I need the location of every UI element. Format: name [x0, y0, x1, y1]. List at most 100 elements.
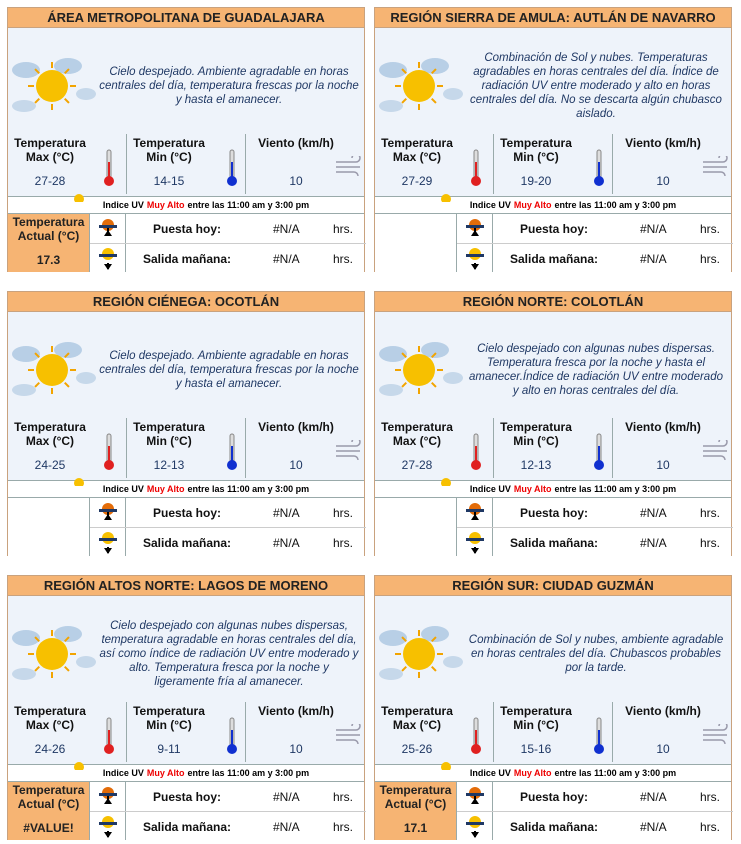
uv-time: entre las 11:00 am y 3:00 pm	[187, 484, 310, 494]
decoration	[95, 216, 121, 247]
wind-icon	[334, 437, 364, 465]
decoration	[379, 346, 407, 362]
decoration	[107, 831, 109, 837]
decoration: Temperatura Min (°C) 14-15	[126, 134, 245, 194]
actual-label: Temperatura Actual (°C)	[379, 783, 452, 811]
decoration	[395, 62, 443, 110]
decoration	[12, 100, 36, 112]
actual: #VALUE!	[23, 821, 74, 835]
decoration	[36, 70, 68, 102]
temps-row: Temperatura Max (°C) 27-29 Temperatura Mi…	[375, 134, 731, 194]
max-label: Temperatura Max (°C)	[381, 420, 453, 448]
max: 27-28	[401, 458, 433, 472]
decoration	[594, 460, 604, 470]
decoration	[431, 352, 437, 358]
decoration	[107, 228, 109, 234]
decoration	[36, 354, 68, 386]
sunset: #N/A	[640, 506, 667, 520]
sunrise-unit: hrs.	[333, 536, 354, 550]
decoration	[441, 194, 451, 204]
decoration	[99, 225, 117, 228]
decoration	[74, 762, 84, 772]
wind-label: Viento (km/h)	[625, 136, 701, 150]
wind: 10	[289, 174, 303, 188]
uv-prefix: Indice UV	[469, 768, 511, 778]
thermometer	[469, 432, 483, 477]
min-label: Temperatura Min (°C)	[500, 420, 572, 448]
decoration: Temperatura Min (°C) 12-13	[126, 418, 245, 478]
sunrise-label: Salida mañana:	[510, 252, 599, 266]
sunset-unit: hrs.	[333, 790, 354, 804]
decoration	[421, 342, 449, 358]
max-label: Temperatura Max (°C)	[14, 704, 86, 732]
decoration	[28, 62, 76, 110]
decoration	[443, 372, 463, 384]
min-label: Temperatura Min (°C)	[133, 420, 205, 448]
weather-card: REGIÓN SIERRA DE AMULA: AUTLÁN DE NAVARR…	[374, 7, 733, 272]
decoration	[227, 176, 237, 186]
uv-prefix: Indice UV	[102, 768, 144, 778]
decoration	[90, 527, 366, 528]
min-label: Temperatura Min (°C)	[133, 136, 205, 164]
actual-empty	[375, 498, 457, 556]
decoration	[34, 666, 40, 672]
decoration	[471, 717, 481, 754]
uv-row: Indice UV Muy Alto entre las 11:00 am y 3:…	[8, 478, 364, 498]
max-label: Temperatura Max (°C)	[381, 136, 453, 164]
decoration	[12, 346, 40, 362]
decoration	[466, 822, 484, 825]
actual: 17.3	[36, 253, 61, 267]
decoration: Viento (km/h) 10	[612, 134, 733, 194]
decoration	[466, 248, 484, 270]
decoration	[227, 717, 237, 754]
decoration: Viento (km/h) 10	[245, 418, 366, 478]
decoration	[336, 721, 361, 749]
decoration	[76, 656, 96, 668]
wind: 10	[656, 742, 670, 756]
uv-level: Muy Alto	[146, 768, 185, 778]
decoration	[34, 68, 40, 74]
thermometer	[225, 148, 239, 193]
decoration	[466, 509, 484, 512]
card-title: REGIÓN SIERRA DE AMULA: AUTLÁN DE NAVARR…	[375, 8, 731, 28]
decoration	[457, 811, 733, 812]
decoration	[104, 176, 114, 186]
decoration	[99, 219, 117, 236]
wind: 10	[289, 458, 303, 472]
uv-time: entre las 11:00 am y 3:00 pm	[554, 200, 677, 210]
decoration	[28, 630, 76, 678]
decoration	[703, 437, 728, 465]
min: 19-20	[520, 174, 552, 188]
decoration	[598, 162, 600, 178]
wind: 10	[289, 742, 303, 756]
decoration	[231, 162, 233, 178]
min-label: Temperatura Min (°C)	[500, 136, 572, 164]
decoration	[462, 245, 488, 276]
min: 12-13	[153, 458, 185, 472]
sunrise: #N/A	[273, 252, 300, 266]
decoration	[12, 668, 36, 680]
sunrise: #N/A	[273, 820, 300, 834]
decoration	[104, 149, 114, 186]
decoration	[466, 816, 484, 838]
sunset: #N/A	[273, 790, 300, 804]
decoration	[99, 248, 117, 270]
decoration	[34, 98, 40, 104]
uv-prefix: Indice UV	[102, 200, 144, 210]
sun-times: Puesta hoy: #N/A hrs. Salida mañana: #N/…	[375, 498, 733, 556]
uv-time: entre las 11:00 am y 3:00 pm	[187, 200, 310, 210]
weather-icon	[377, 616, 465, 691]
decoration	[227, 149, 237, 186]
decoration	[34, 352, 40, 358]
decoration	[474, 831, 476, 837]
decoration	[703, 437, 728, 465]
thermometer	[102, 716, 116, 761]
decoration	[336, 437, 361, 465]
uv-prefix: Indice UV	[469, 484, 511, 494]
decoration	[95, 529, 121, 560]
max: 24-26	[34, 742, 66, 756]
sunset: #N/A	[640, 790, 667, 804]
decoration	[34, 636, 40, 642]
actual-temp: Temperatura Actual (°C) 17.1	[375, 782, 457, 840]
sunset-unit: hrs.	[700, 506, 721, 520]
